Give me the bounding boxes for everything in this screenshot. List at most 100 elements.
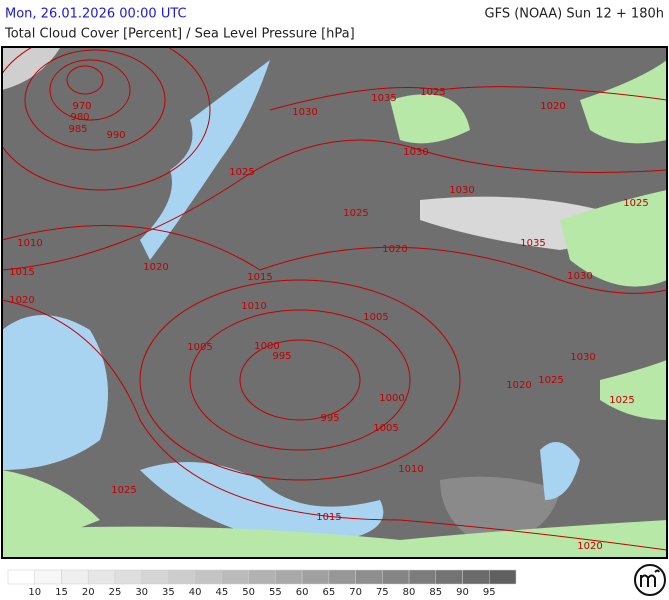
legend-label: 70 [349, 587, 362, 598]
isobar [2, 224, 667, 294]
isobar-label: 970 [72, 101, 91, 112]
isobar-label: 1015 [247, 272, 272, 283]
legend-swatch [462, 569, 490, 585]
isobar-label: 1025 [609, 395, 634, 406]
isobar [189, 309, 411, 451]
isobar [239, 339, 361, 421]
legend-label: 15 [55, 587, 68, 598]
legend-label: 10 [28, 587, 41, 598]
clear-sea [2, 315, 108, 470]
legend-swatch [408, 569, 437, 585]
isobar-label: 1000 [254, 341, 279, 352]
isobar-label: 995 [272, 351, 291, 362]
legend-label: 75 [376, 587, 389, 598]
isobar-label: 1020 [577, 541, 602, 552]
cloud-patch [440, 476, 560, 545]
logo-mark [640, 569, 660, 587]
isobar-label: 1025 [623, 198, 648, 209]
isobar-label: 1020 [540, 101, 565, 112]
legend-swatch [194, 569, 223, 585]
legend-swatch [248, 569, 276, 585]
legend-swatch [435, 569, 463, 585]
logo-circle [634, 564, 666, 596]
isobar-label: 990 [106, 130, 125, 141]
isobar-label: 1030 [403, 147, 428, 158]
isobar-label: 1020 [143, 262, 168, 273]
legend-label: 25 [109, 587, 122, 598]
map-frame [1, 46, 668, 559]
legend-label: 90 [456, 587, 469, 598]
legend-swatch [114, 569, 142, 585]
isobar [24, 49, 166, 151]
isobar-label: 1025 [420, 87, 445, 98]
clear-land [390, 94, 470, 144]
isobar-label: 1010 [398, 464, 423, 475]
legend-swatch [489, 569, 517, 585]
isobar-label: 1000 [379, 393, 404, 404]
isobar-label: 1010 [17, 238, 42, 249]
isobar-label: 1025 [538, 375, 563, 386]
isobar [2, 139, 667, 271]
isobar-label: 980 [70, 112, 89, 123]
legend-swatch [61, 569, 89, 585]
isobar [49, 59, 131, 121]
isobar-label: 1035 [520, 238, 545, 249]
isobar-label: 1015 [316, 512, 341, 523]
clear-sea [540, 442, 580, 500]
isobar-label: 1020 [382, 244, 407, 255]
isobar [2, 47, 211, 191]
clear-land [600, 360, 667, 420]
logo [634, 564, 666, 596]
isobar [66, 65, 104, 95]
isobar-label: 1005 [373, 423, 398, 434]
isobar-label: 1025 [343, 208, 368, 219]
isobar-label: 1015 [9, 267, 34, 278]
legend: 10 15 20 25 30 35 40 45 50 55 60 65 70 75 80 85 90 95 [7, 569, 517, 598]
legend-label: 45 [216, 587, 229, 598]
legend-swatch [382, 569, 410, 585]
isobar-label: 1030 [570, 352, 595, 363]
isobar-label: 995 [320, 413, 339, 424]
legend-label: 60 [296, 587, 309, 598]
legend-label: 55 [269, 587, 282, 598]
clear-land [2, 520, 667, 558]
legend-swatch [87, 569, 116, 585]
isobar-label: 1025 [111, 485, 136, 496]
legend-swatch [168, 569, 196, 585]
isobar [139, 279, 461, 481]
legend-label: 85 [429, 587, 442, 598]
clear-sea [140, 60, 270, 260]
isobar-label: 1020 [9, 295, 34, 306]
isobars [2, 47, 667, 551]
isobar-label: 985 [68, 124, 87, 135]
map-title: Total Cloud Cover [Percent] / Sea Level … [4, 27, 355, 42]
legend-label: 65 [322, 587, 335, 598]
thin-cloud [420, 196, 605, 250]
clear-land [580, 60, 667, 144]
legend-label: 50 [242, 587, 255, 598]
legend-label: 30 [135, 587, 148, 598]
isobar [2, 299, 667, 551]
legend-swatch [221, 569, 249, 585]
legend-swatch [355, 569, 383, 585]
isobar-label: 1030 [567, 271, 592, 282]
isobar-label: 1020 [506, 380, 531, 391]
legend-swatch [34, 569, 62, 585]
legend-swatch [141, 569, 169, 585]
legend-label: 80 [403, 587, 416, 598]
isobar-label: 1010 [241, 301, 266, 312]
clear-land [560, 190, 667, 287]
isobar-label: 1030 [292, 107, 317, 118]
legend-label: 95 [483, 587, 496, 598]
legend-swatch [328, 569, 356, 585]
legend-swatch [7, 569, 35, 585]
legend-label: 35 [162, 587, 175, 598]
legend-label: 40 [189, 587, 202, 598]
isobar-label: 1030 [449, 185, 474, 196]
isobar-label: 1025 [229, 167, 254, 178]
isobar-label: 1005 [363, 312, 388, 323]
isobar [269, 86, 667, 111]
